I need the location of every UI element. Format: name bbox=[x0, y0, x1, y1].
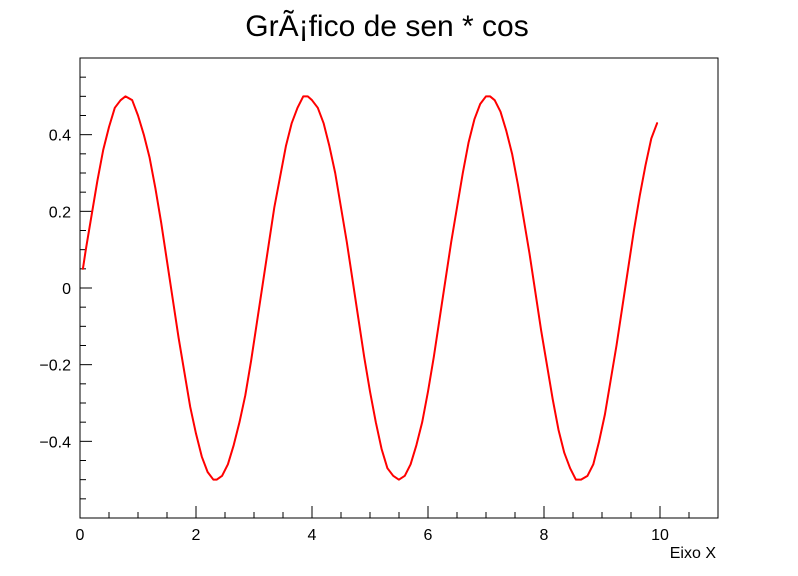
chart-title: GrÃ¡fico de sen * cos bbox=[245, 9, 528, 43]
x-tick-labels: 0 2 4 6 8 10 bbox=[76, 527, 669, 544]
x-tick-label: 8 bbox=[540, 527, 549, 544]
sine-cosine-series-line bbox=[81, 95, 659, 481]
x-tick-label: 6 bbox=[424, 527, 433, 544]
plot-frame bbox=[79, 57, 719, 519]
y-tick-labels: −0.4 −0.2 0 0.2 0.4 bbox=[39, 128, 71, 452]
x-axis-title: Eixo X bbox=[670, 545, 717, 562]
y-tick-label: 0 bbox=[62, 281, 71, 298]
axis-ticks bbox=[79, 57, 719, 519]
data-series bbox=[81, 95, 659, 481]
y-tick-label: −0.4 bbox=[39, 434, 71, 451]
x-tick-label: 2 bbox=[192, 527, 201, 544]
y-tick-label: 0.2 bbox=[49, 204, 71, 221]
x-tick-label: 0 bbox=[76, 527, 85, 544]
x-tick-label: 4 bbox=[308, 527, 317, 544]
y-tick-label: −0.2 bbox=[39, 358, 71, 375]
x-tick-label: 10 bbox=[651, 527, 669, 544]
y-tick-label: 0.4 bbox=[49, 128, 71, 145]
